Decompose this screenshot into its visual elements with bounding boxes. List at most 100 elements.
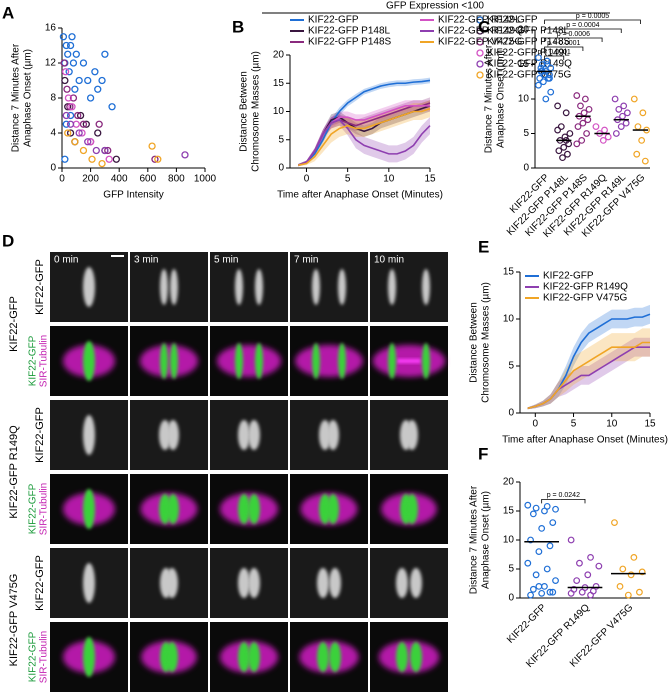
row-label: KIF22-GFP	[28, 631, 39, 682]
error-band	[527, 304, 650, 410]
y-axis-label: Distance Between	[239, 71, 250, 152]
micrograph	[370, 400, 448, 470]
bracket-label: p < 0.0001	[538, 49, 571, 56]
point	[549, 519, 557, 526]
chromatin	[406, 420, 418, 450]
point	[68, 103, 76, 111]
row-label: KIF22-GFP	[34, 407, 46, 463]
chromatin	[235, 269, 243, 305]
y-tick-label: 0	[508, 593, 514, 604]
line	[298, 107, 431, 166]
chromatin	[317, 642, 329, 672]
y-tick-label: 16	[45, 23, 57, 34]
point	[579, 119, 587, 127]
x-tick-label: KIF22-GFP	[505, 602, 549, 646]
legend-label: KIF22-GFP V475G	[487, 70, 572, 81]
chromatin	[329, 568, 341, 598]
point	[623, 109, 631, 117]
point	[60, 59, 68, 67]
image-frame	[210, 252, 288, 322]
point	[535, 54, 542, 61]
point	[148, 142, 156, 150]
point	[578, 588, 586, 596]
point	[585, 105, 593, 113]
x-axis-label: Time after Anaphase Onset (Minutes)	[502, 435, 668, 446]
row-label: SIR-Tubulin	[39, 483, 50, 535]
x-tick-label: 5	[345, 174, 351, 185]
line	[297, 119, 431, 166]
midbody	[397, 359, 421, 363]
panel-label: F	[478, 444, 488, 463]
y-tick-label: 0	[508, 408, 514, 419]
chromatin	[248, 642, 260, 672]
point	[98, 159, 106, 168]
point	[62, 120, 70, 128]
chromatin	[167, 420, 179, 450]
y-tick-label: 15	[518, 59, 530, 70]
bracket	[544, 46, 584, 51]
chromatin	[396, 568, 408, 598]
legend-label: KIF22-GFP R149Q	[438, 26, 523, 37]
point	[630, 554, 638, 561]
y-tick-label: 15	[273, 78, 285, 89]
point	[546, 542, 554, 550]
point	[543, 57, 551, 65]
legend-label: KIF22-GFP R149Q	[487, 59, 572, 70]
point	[91, 68, 99, 76]
bracket-label: p = 0.0005	[576, 13, 609, 20]
legend-label: KIF22-GFP P148S	[308, 37, 392, 48]
y-tick-label: 0	[278, 163, 284, 174]
chromatin	[83, 637, 95, 677]
line	[297, 79, 431, 166]
x-axis-label: GFP Intensity	[103, 190, 163, 201]
legend-label: KIF22-GFP	[543, 271, 594, 282]
point	[587, 554, 594, 561]
figure-title: GFP Expression <100	[386, 1, 484, 12]
chromatin	[238, 494, 250, 524]
chromatin	[255, 269, 263, 305]
error-band	[298, 100, 430, 167]
point	[63, 85, 71, 93]
point	[66, 103, 74, 111]
group-label: KIF22-GFP	[8, 296, 20, 352]
point	[532, 571, 540, 579]
panel-label: E	[478, 237, 489, 256]
point	[535, 583, 543, 590]
point	[555, 147, 563, 155]
chromatin	[170, 343, 178, 379]
point	[98, 76, 106, 85]
y-tick-label: 5	[508, 361, 514, 372]
point	[79, 146, 88, 155]
point	[612, 130, 620, 137]
point	[549, 588, 557, 596]
point	[620, 102, 628, 110]
legend-label: KIF22-GFP	[487, 15, 538, 26]
micrograph	[130, 400, 208, 470]
legend-label: KIF22-GFP V475G	[438, 37, 523, 48]
y-tick-label: 12	[45, 58, 57, 69]
y-tick-label: 15	[503, 506, 515, 517]
point	[66, 111, 75, 120]
y-tick-label: 10	[273, 106, 285, 117]
micrograph	[50, 548, 128, 618]
point	[573, 577, 581, 584]
x-tick-label: 200	[82, 174, 99, 185]
point	[633, 150, 641, 158]
y-tick-label: 8	[50, 93, 56, 104]
point	[577, 102, 584, 110]
point	[616, 583, 624, 590]
time-label: 3 min	[134, 255, 158, 266]
micrograph	[210, 622, 288, 692]
image-frame	[290, 252, 368, 322]
point	[527, 536, 534, 544]
point	[576, 559, 583, 567]
chromatin	[422, 269, 430, 305]
chromatin	[422, 343, 430, 379]
point	[619, 565, 627, 573]
group-label: KIF22-GFP V475G	[8, 574, 20, 667]
micrograph	[130, 326, 208, 396]
point	[615, 105, 623, 113]
chromatin	[83, 489, 95, 529]
micrograph	[50, 400, 128, 470]
